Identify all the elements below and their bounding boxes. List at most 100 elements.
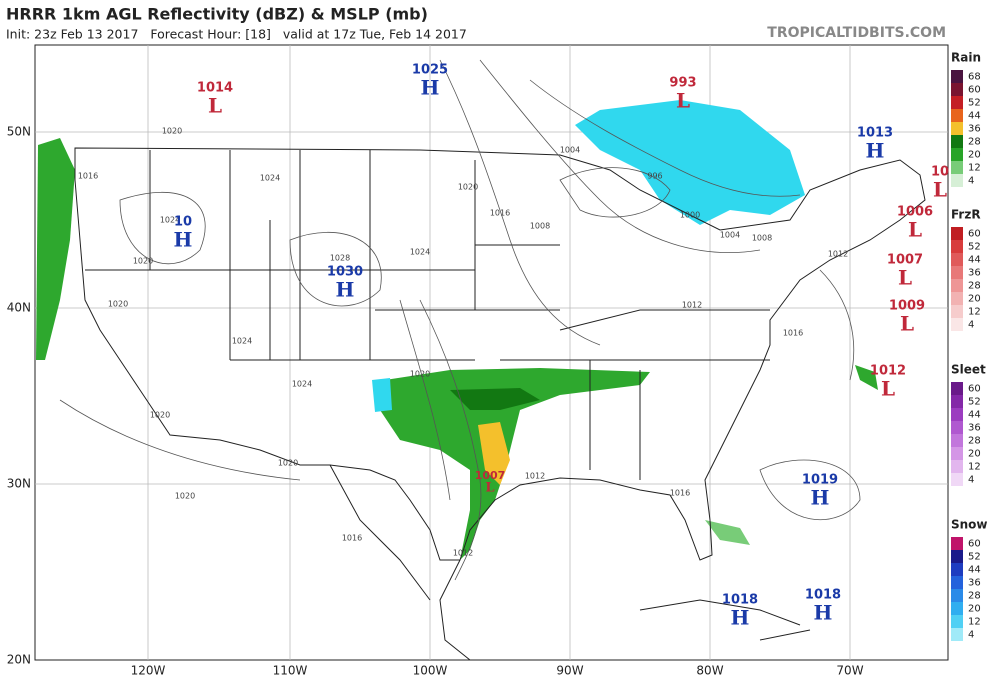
- center-letter: L: [485, 481, 494, 496]
- center-value: 1012: [870, 364, 906, 379]
- center-letter: H: [731, 606, 750, 630]
- legend-swatch: [951, 135, 963, 148]
- radar: [36, 100, 878, 560]
- legend-swatch: [951, 434, 963, 447]
- precip-yellow: [478, 422, 510, 485]
- legend-title: Snow: [951, 518, 988, 532]
- precip-south: [380, 368, 650, 560]
- center-letter: L: [676, 89, 690, 113]
- center-letter: L: [933, 178, 947, 202]
- precip-northwest: [36, 138, 75, 360]
- precip-atlantic: [855, 365, 878, 390]
- legend-tick: 60: [968, 539, 981, 550]
- legend-tick: 28: [968, 137, 981, 148]
- center-value: 1030: [327, 265, 363, 280]
- isobar-label: 996: [647, 172, 662, 181]
- isobar: [819, 269, 855, 381]
- center-value: 10: [174, 215, 192, 230]
- legend-swatch: [951, 537, 963, 550]
- legend-swatch: [951, 473, 963, 486]
- lon-label: 110W: [273, 664, 308, 678]
- legend-swatch: [951, 305, 963, 318]
- isobar-label: 1004: [560, 146, 580, 155]
- legend-swatch: [951, 240, 963, 253]
- center-letter: H: [174, 228, 193, 252]
- legend-swatch: [951, 550, 963, 563]
- legend-tick: 60: [968, 85, 981, 96]
- legend-tick: 36: [968, 578, 981, 589]
- legend-tick: 28: [968, 436, 981, 447]
- legend-swatch: [951, 615, 963, 628]
- isobar-label: 1024: [292, 380, 312, 389]
- isobar-label: 1024: [410, 248, 430, 257]
- legend-swatch: [951, 589, 963, 602]
- lon-label: 80W: [696, 664, 723, 678]
- isobar-label: 1016: [490, 209, 510, 218]
- legend-tick: 20: [968, 449, 981, 460]
- isobar: [59, 399, 301, 481]
- isobar-label: 1008: [752, 234, 772, 243]
- center-letter: H: [336, 278, 355, 302]
- isobar-labels: 1020 1016 1024 1024 1020 1020 1028 1024 1020 1016…: [78, 127, 848, 558]
- center-value: 1018: [722, 593, 758, 608]
- legend-tick: 36: [968, 268, 981, 279]
- legend-title: FrzR: [951, 208, 981, 222]
- isobar-label: 1012: [682, 301, 702, 310]
- isobar-label: 1020: [175, 492, 195, 501]
- us-outline: [74, 147, 926, 561]
- map-frame: [34, 44, 949, 661]
- precip-florida: [705, 520, 750, 545]
- lon-label: 100W: [413, 664, 448, 678]
- center-value: 1025: [412, 63, 448, 78]
- mexico-outline: [329, 464, 471, 661]
- legend-tick: 20: [968, 604, 981, 615]
- isobar-label: 1020: [150, 411, 170, 420]
- legend-tick: 60: [968, 384, 981, 395]
- legend-swatch: [951, 563, 963, 576]
- legend-tick: 44: [968, 410, 981, 421]
- isobar-label: 1000: [680, 211, 700, 220]
- isobar-label: 1028: [330, 254, 350, 263]
- legend-tick: 12: [968, 462, 981, 473]
- legend-swatch: [951, 421, 963, 434]
- isobar: [559, 167, 671, 218]
- legend-tick: 4: [968, 630, 974, 641]
- center-letter: L: [881, 377, 895, 401]
- legend-swatch: [951, 576, 963, 589]
- isobar: [759, 459, 861, 520]
- lat-label: 40N: [7, 301, 31, 315]
- legend-swatch: [951, 382, 963, 395]
- axis-labels: 120W 110W 100W 90W 80W 70W 50N 40N 30N 20N: [7, 125, 864, 678]
- legend-tick: 52: [968, 242, 981, 253]
- isobar-label: 1020: [458, 183, 478, 192]
- legend-swatch: [951, 279, 963, 292]
- legend-tick: 52: [968, 98, 981, 109]
- isobar-label: 1008: [530, 222, 550, 231]
- lon-label: 120W: [131, 664, 166, 678]
- isobar-label: 1016: [670, 489, 690, 498]
- isobar-label: 1004: [720, 231, 740, 240]
- isobar: [119, 192, 206, 265]
- isobar-label: 1012: [525, 472, 545, 481]
- legend-tick: 28: [968, 591, 981, 602]
- precip-south-heavy: [450, 388, 540, 410]
- lon-label: 90W: [556, 664, 583, 678]
- isobar-label: 1024: [160, 216, 180, 225]
- legend-tick: 52: [968, 552, 981, 563]
- legend-swatch: [951, 109, 963, 122]
- legend-tick: 60: [968, 229, 981, 240]
- isobars: [59, 59, 861, 581]
- center-letter: L: [208, 94, 222, 118]
- site-name: TROPICALTIDBITS.COM: [767, 25, 946, 41]
- legend-swatch: [951, 83, 963, 96]
- center-value: 1009: [889, 299, 925, 314]
- center-letter: H: [421, 76, 440, 100]
- lat-label: 20N: [7, 653, 31, 667]
- lat-label: 50N: [7, 125, 31, 139]
- legend-swatch: [951, 602, 963, 615]
- isobar-label: 1016: [78, 172, 98, 181]
- center-letter: H: [866, 139, 885, 163]
- isobar-label: 1024: [232, 337, 252, 346]
- center-letter: L: [900, 312, 914, 336]
